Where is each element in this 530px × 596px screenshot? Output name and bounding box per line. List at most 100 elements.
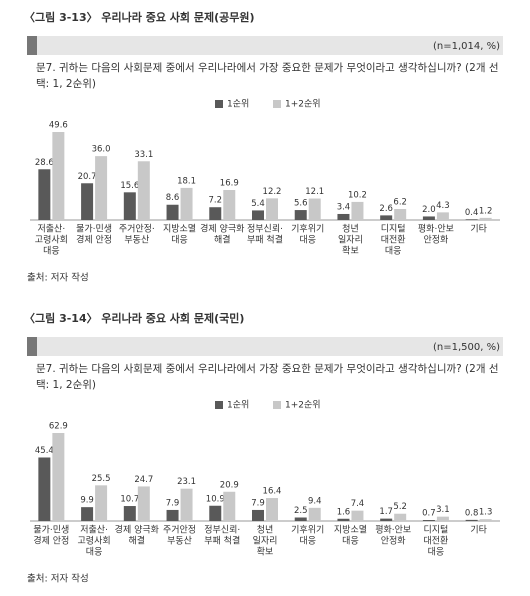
category-label: 고령사회 bbox=[35, 234, 68, 246]
bar bbox=[81, 507, 94, 521]
question-text: 택: 1, 2순위) bbox=[36, 77, 96, 90]
bar bbox=[294, 210, 307, 220]
category-label: 지방소멸 bbox=[334, 525, 367, 536]
bar bbox=[351, 510, 364, 521]
figure-title: 〈그림 3-13〉 우리나라 중요 사회 문제(공무원) bbox=[24, 10, 255, 24]
category-label: 해결 bbox=[214, 235, 231, 246]
bar bbox=[123, 192, 136, 220]
bar bbox=[266, 198, 278, 220]
bar bbox=[422, 216, 435, 220]
category-label: 기타 bbox=[470, 525, 487, 536]
value-label: 25.5 bbox=[92, 474, 111, 484]
value-label: 3.4 bbox=[337, 202, 351, 212]
category-label: 확보 bbox=[342, 245, 359, 257]
bar bbox=[465, 219, 478, 220]
category-label: 청년 bbox=[257, 525, 274, 536]
bar bbox=[81, 183, 94, 220]
bar bbox=[223, 491, 236, 521]
bar bbox=[308, 198, 321, 220]
bar bbox=[436, 212, 449, 220]
category-label: 대응 bbox=[342, 536, 359, 547]
header-bar bbox=[27, 36, 503, 55]
bar bbox=[209, 207, 222, 220]
value-label: 9.9 bbox=[80, 496, 94, 506]
legend-label: 1+2순위 bbox=[285, 99, 321, 110]
category-label: 평화·안보 bbox=[375, 525, 411, 536]
bar bbox=[380, 215, 393, 220]
value-label: 10.9 bbox=[206, 494, 225, 504]
sample-note: (n=1,014, %) bbox=[433, 41, 500, 52]
category-label: 저출산· bbox=[80, 525, 108, 536]
bar bbox=[351, 201, 364, 220]
bar bbox=[465, 519, 478, 521]
bar bbox=[294, 517, 307, 521]
value-label: 24.7 bbox=[134, 475, 153, 485]
value-label: 5.4 bbox=[251, 199, 265, 209]
value-label: 0.4 bbox=[465, 208, 479, 218]
category-label: 대응 bbox=[171, 235, 188, 246]
value-label: 16.9 bbox=[220, 179, 239, 189]
value-label: 5.2 bbox=[393, 502, 407, 512]
value-label: 12.1 bbox=[305, 187, 324, 197]
value-label: 20.9 bbox=[220, 480, 239, 490]
category-label: 안정화 bbox=[381, 536, 406, 547]
legend-swatch bbox=[273, 401, 281, 409]
legend-swatch bbox=[273, 100, 281, 108]
category-label: 대전환 bbox=[423, 535, 448, 547]
bar bbox=[394, 209, 407, 220]
bar bbox=[266, 498, 278, 521]
category-label: 기후위기 bbox=[291, 525, 324, 536]
category-label: 지방소멸 bbox=[163, 224, 196, 235]
header-bar bbox=[27, 337, 503, 356]
value-label: 20.7 bbox=[78, 172, 97, 182]
category-label: 주거안정 bbox=[163, 525, 196, 536]
value-label: 0.8 bbox=[465, 508, 479, 518]
category-label: 기후위기 bbox=[291, 224, 324, 235]
bar bbox=[252, 509, 264, 521]
category-label: 부동산 bbox=[124, 235, 149, 246]
value-label: 15.6 bbox=[120, 181, 139, 191]
value-label: 7.4 bbox=[351, 499, 365, 509]
value-label: 1.6 bbox=[337, 507, 351, 517]
value-label: 5.6 bbox=[294, 199, 308, 209]
category-label: 확보 bbox=[257, 546, 274, 558]
bar bbox=[180, 187, 193, 220]
legend-label: 1순위 bbox=[227, 400, 249, 411]
bar bbox=[209, 505, 222, 521]
bar bbox=[394, 513, 407, 521]
value-label: 1.7 bbox=[379, 507, 393, 517]
category-label: 청년 bbox=[342, 224, 359, 235]
bar bbox=[52, 433, 65, 521]
value-label: 7.9 bbox=[251, 498, 265, 508]
bar bbox=[137, 161, 150, 220]
category-label: 대응 bbox=[385, 246, 402, 257]
value-label: 2.0 bbox=[422, 205, 436, 215]
bar bbox=[52, 132, 65, 220]
value-label: 1.2 bbox=[479, 206, 493, 216]
bar bbox=[479, 217, 492, 220]
value-label: 45.4 bbox=[35, 446, 54, 456]
value-label: 28.6 bbox=[35, 158, 54, 168]
source-note: 출처: 저자 작성 bbox=[27, 573, 89, 585]
category-label: 경제 양극화 bbox=[115, 524, 159, 536]
category-label: 평화·안보 bbox=[418, 224, 454, 235]
source-note: 출처: 저자 작성 bbox=[27, 272, 89, 284]
bar bbox=[166, 204, 179, 220]
value-label: 23.1 bbox=[177, 477, 196, 487]
value-label: 36.0 bbox=[92, 145, 111, 155]
bar bbox=[180, 488, 193, 521]
bar bbox=[95, 485, 108, 521]
category-label: 일자리 bbox=[338, 235, 363, 246]
bar bbox=[337, 213, 350, 220]
bar bbox=[137, 486, 150, 521]
bar bbox=[308, 507, 321, 521]
value-label: 6.2 bbox=[393, 198, 407, 208]
category-label: 저출산· bbox=[38, 224, 66, 235]
category-label: 경제 안정 bbox=[33, 535, 69, 547]
bar bbox=[436, 516, 449, 521]
value-label: 16.4 bbox=[263, 487, 282, 497]
category-label: 대응 bbox=[86, 547, 103, 558]
legend-swatch bbox=[215, 100, 223, 108]
header-marker bbox=[27, 36, 37, 55]
